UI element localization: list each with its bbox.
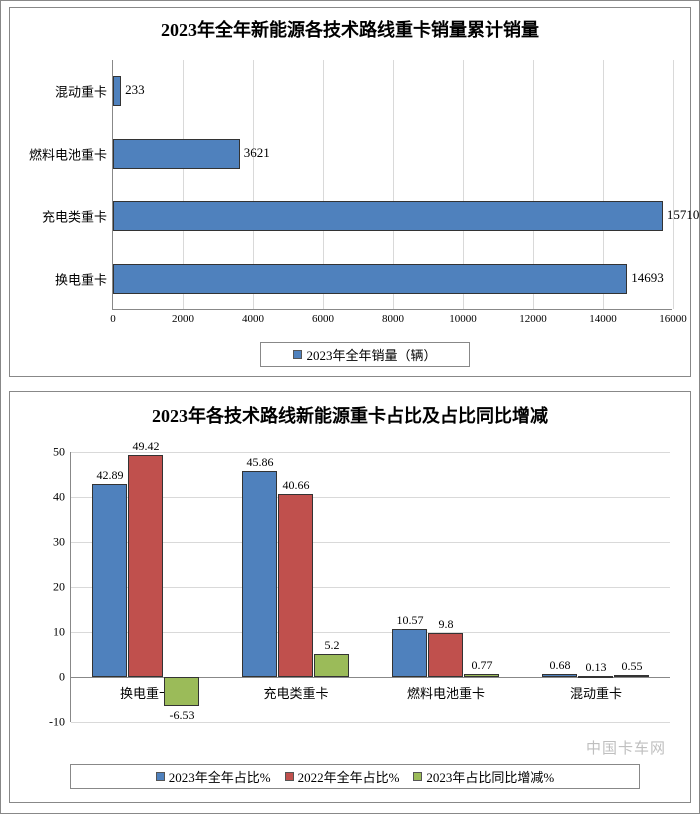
chart2-value: 9.8: [439, 617, 454, 632]
chart1-title: 2023年全年新能源各技术路线重卡销量累计销量: [10, 8, 690, 42]
chart1-ycat: 充电类重卡: [42, 207, 113, 226]
chart1-bar: [113, 201, 663, 231]
container: 2023年全年新能源各技术路线重卡销量累计销量 0200040006000800…: [0, 0, 700, 814]
legend-swatch: [413, 772, 422, 781]
chart2-bar: [428, 633, 463, 677]
chart1-bar: [113, 264, 627, 294]
chart1-xtick: 10000: [449, 309, 477, 325]
chart2-ytick: 0: [59, 670, 71, 685]
chart2-gridline: [71, 722, 670, 723]
chart1-xtick: 4000: [242, 309, 264, 325]
chart1-ycat: 燃料电池重卡: [29, 144, 113, 163]
chart2-value: 49.42: [133, 439, 160, 454]
chart2-bar: [128, 455, 163, 677]
chart1-ycat: 混动重卡: [55, 82, 113, 101]
legend-label: 2022年全年占比%: [298, 767, 400, 786]
chart1-xtick: 12000: [519, 309, 547, 325]
chart2-ytick: 20: [53, 580, 71, 595]
chart2-legend-item: 2023年占比同比增减%: [413, 767, 554, 786]
chart2-bar: [464, 674, 499, 677]
chart2-bar: [164, 677, 199, 706]
chart2-title: 2023年各技术路线新能源重卡占比及占比同比增减: [10, 392, 690, 428]
chart2-bar: [314, 654, 349, 677]
chart2-xcat: 混动重卡: [570, 677, 622, 702]
chart2-value: 0.55: [622, 659, 643, 674]
chart2-box: 2023年各技术路线新能源重卡占比及占比同比增减 -1001020304050换…: [9, 391, 691, 803]
chart2-value: 5.2: [325, 638, 340, 653]
chart2-ytick: -10: [49, 715, 71, 730]
chart1-xtick: 8000: [382, 309, 404, 325]
chart1-legend: 2023年全年销量（辆）: [260, 342, 470, 367]
chart2-plot: -1001020304050换电重卡42.8949.42-6.53充电类重卡45…: [70, 452, 670, 722]
chart2-bar: [614, 675, 649, 677]
chart2-legend: 2023年全年占比% 2022年全年占比% 2023年占比同比增减%: [70, 764, 640, 789]
chart2-bar: [542, 674, 577, 677]
chart2-value: 40.66: [283, 478, 310, 493]
legend-label: 2023年全年销量（辆）: [306, 345, 436, 364]
chart2-bar: [242, 471, 277, 677]
chart1-value: 3621: [244, 145, 270, 161]
legend-swatch: [293, 350, 302, 359]
chart2-bar: [92, 484, 127, 677]
legend-swatch: [156, 772, 165, 781]
chart2-xcat: 充电类重卡: [263, 677, 328, 702]
chart2-value: 42.89: [97, 468, 124, 483]
chart1-xtick: 0: [110, 309, 116, 325]
chart2-xcat: 燃料电池重卡: [407, 677, 485, 702]
chart1-box: 2023年全年新能源各技术路线重卡销量累计销量 0200040006000800…: [9, 7, 691, 377]
watermark: 中国卡车网: [586, 737, 666, 758]
chart1-value: 14693: [631, 270, 664, 286]
chart1-xtick: 6000: [312, 309, 334, 325]
chart2-value: -6.53: [170, 708, 195, 723]
legend-label: 2023年全年占比%: [169, 767, 271, 786]
chart1-xtick: 2000: [172, 309, 194, 325]
chart2-value: 10.57: [397, 613, 424, 628]
legend-swatch: [285, 772, 294, 781]
chart2-bar: [278, 494, 313, 677]
chart2-bar: [578, 676, 613, 678]
chart1-value: 233: [125, 82, 145, 98]
chart2-value: 0.68: [550, 658, 571, 673]
chart1-xtick: 14000: [589, 309, 617, 325]
chart1-plot: 0200040006000800010000120001400016000混动重…: [112, 60, 672, 310]
legend-label: 2023年占比同比增减%: [426, 767, 554, 786]
chart2-value: 0.77: [472, 658, 493, 673]
chart1-ycat: 换电重卡: [55, 269, 113, 288]
chart1-bar: [113, 139, 240, 169]
chart2-value: 45.86: [247, 455, 274, 470]
chart2-ytick: 40: [53, 490, 71, 505]
chart2-ytick: 50: [53, 445, 71, 460]
chart2-ytick: 30: [53, 535, 71, 550]
chart1-value: 15710: [667, 207, 700, 223]
chart1-xtick: 16000: [659, 309, 687, 325]
chart1-legend-item: 2023年全年销量（辆）: [293, 345, 436, 364]
chart1-gridline: [673, 60, 674, 309]
chart2-ytick: 10: [53, 625, 71, 640]
chart2-legend-item: 2022年全年占比%: [285, 767, 400, 786]
chart2-gridline: [71, 452, 670, 453]
chart2-legend-item: 2023年全年占比%: [156, 767, 271, 786]
chart1-bar: [113, 76, 121, 106]
chart2-value: 0.13: [586, 660, 607, 675]
chart2-bar: [392, 629, 427, 677]
